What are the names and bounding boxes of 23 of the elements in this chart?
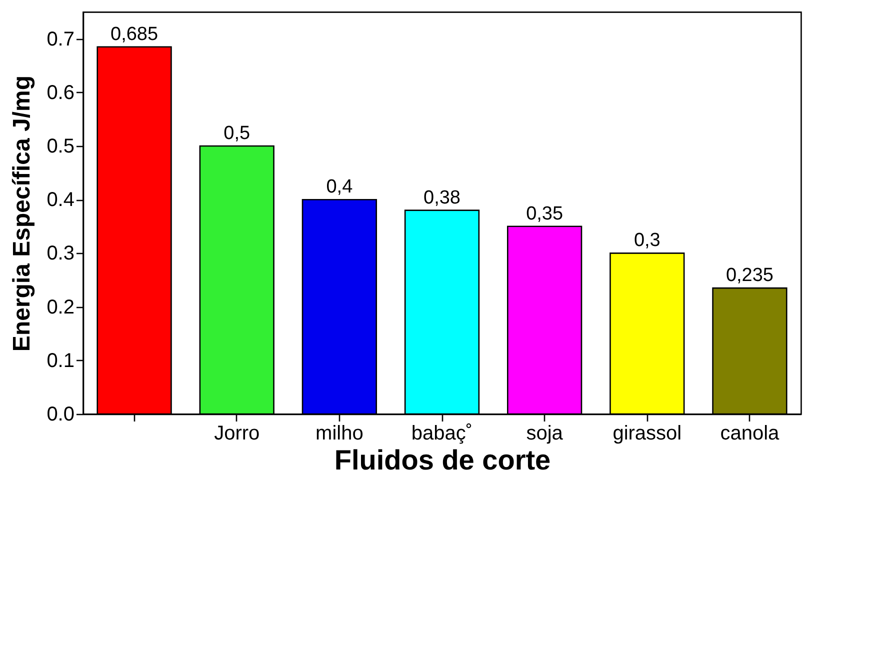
x-tick-label: Jorro	[214, 422, 260, 444]
x-axis-title: Fluidos de corte	[334, 444, 551, 476]
data-label: 0,3	[634, 230, 660, 252]
x-tick-label: girassol	[612, 422, 682, 444]
y-tick-label: 0.3	[46, 242, 74, 265]
y-tick-label: 0.2	[46, 296, 74, 318]
data-label: 0,5	[224, 123, 250, 144]
y-axis-title: Energia Específica J/mg	[8, 75, 36, 352]
x-tick-label: canola	[720, 422, 780, 444]
y-tick-label: 0.1	[46, 350, 74, 372]
data-label: 0,685	[110, 24, 158, 45]
y-tick-label: 0.0	[46, 404, 74, 426]
x-tick-label: soja	[526, 422, 564, 444]
data-label: 0,38	[424, 187, 460, 208]
x-tick-label: milho	[316, 422, 364, 444]
data-label: 0,235	[726, 265, 774, 286]
data-label: 0,35	[526, 203, 564, 224]
y-tick-label: 0.4	[46, 189, 74, 212]
y-tick-label: 0.6	[46, 82, 74, 104]
data-label: 0,4	[326, 176, 354, 198]
y-tick-label: 0.5	[46, 136, 74, 158]
y-tick-label: 0.7	[46, 28, 74, 50]
x-tick-label: babaç˚	[411, 422, 473, 444]
